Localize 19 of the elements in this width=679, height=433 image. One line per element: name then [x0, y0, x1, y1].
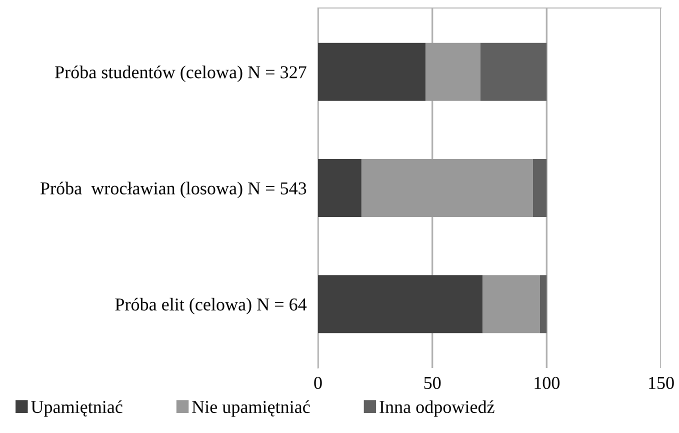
- x-tick-label: 0: [314, 376, 322, 390]
- bar: [318, 275, 483, 334]
- bar: [318, 158, 362, 218]
- legend-label: Upamiętniać: [31, 400, 122, 417]
- y-tick-label: Próba wrocławian (losowa) N = 543: [40, 182, 306, 198]
- x-tick-label: 50: [424, 376, 441, 390]
- x-tick-label: 100: [534, 376, 560, 390]
- bar: [482, 275, 540, 334]
- bar: [425, 42, 480, 101]
- legend-label: Inna odpowiedź: [380, 400, 494, 417]
- bar: [532, 158, 547, 218]
- y-tick-label: Próba studentów (celowa) N = 327: [55, 66, 306, 82]
- bar: [540, 275, 547, 334]
- y-tick-label: Próba elit (celowa) N = 64: [115, 298, 307, 314]
- bar: [361, 158, 533, 218]
- bar: [318, 42, 426, 101]
- legend-label: Nie upamiętniać: [192, 400, 310, 417]
- bar: [480, 42, 547, 101]
- x-tick-label: 150: [649, 376, 674, 390]
